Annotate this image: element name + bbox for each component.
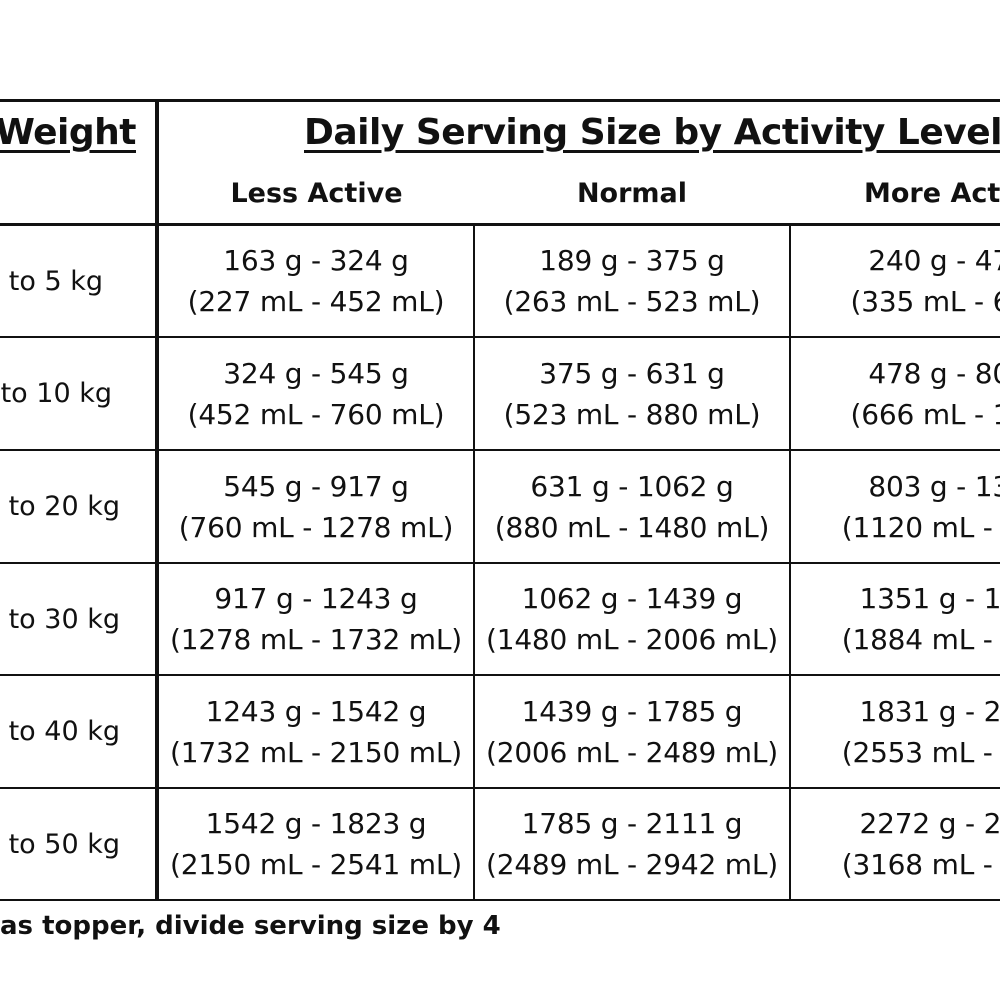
serving-cell: 1243 g - 1542 g (1732 mL - 2150 mL) xyxy=(159,676,473,787)
serving-cell: 1062 g - 1439 g (1480 mL - 2006 mL) xyxy=(475,564,789,674)
serving-grams: 1351 g - 183 xyxy=(859,582,1000,615)
serving-ml: (263 mL - 523 mL) xyxy=(503,285,761,318)
serving-grams: 2272 g - 268 xyxy=(859,807,1000,840)
weight-column-title: Weight xyxy=(0,112,136,153)
serving-cell: 2272 g - 268 (3168 mL - 374 xyxy=(791,789,1000,899)
row-divider xyxy=(0,336,1000,338)
table-top-border xyxy=(0,99,1000,102)
serving-grams: 240 g - 478 xyxy=(868,244,1000,277)
serving-grams: 631 g - 1062 g xyxy=(530,469,734,503)
table-bottom-border xyxy=(0,899,1000,901)
serving-cell: 1439 g - 1785 g (2006 mL - 2489 mL) xyxy=(475,676,789,787)
serving-grams: 1831 g - 227 xyxy=(859,694,1000,728)
weight-cell: to 10 kg xyxy=(0,378,112,409)
serving-grams: 1785 g - 2111 g xyxy=(521,807,743,840)
serving-ml: (452 mL - 760 mL) xyxy=(187,397,445,431)
serving-ml: (2006 mL - 2489 mL) xyxy=(485,735,779,769)
serving-grams: 324 g - 545 g xyxy=(223,356,409,390)
row-divider xyxy=(0,787,1000,789)
column-divider xyxy=(789,224,791,901)
serving-grams: 375 g - 631 g xyxy=(539,356,725,390)
serving-ml: (1278 mL - 1732 mL) xyxy=(169,623,463,656)
serving-cell: 917 g - 1243 g (1278 mL - 1732 mL) xyxy=(159,564,473,674)
weight-cell: g to 20 kg xyxy=(0,491,120,522)
weight-cell: g to 40 kg xyxy=(0,716,120,747)
serving-grams: 1542 g - 1823 g xyxy=(205,807,427,840)
serving-ml: (227 mL - 452 mL) xyxy=(187,285,445,318)
row-divider xyxy=(0,449,1000,451)
serving-size-title: Daily Serving Size by Activity Level xyxy=(304,112,1000,153)
serving-cell: 631 g - 1062 g (880 mL - 1480 mL) xyxy=(475,451,789,562)
serving-ml: (335 mL - 666 xyxy=(850,285,1000,318)
serving-grams: 1439 g - 1785 g xyxy=(521,694,743,728)
serving-cell: 1831 g - 227 (2553 mL - 316 xyxy=(791,676,1000,787)
weight-cell: g to 5 kg xyxy=(0,265,103,297)
serving-grams: 478 g - 803 xyxy=(868,356,1000,390)
serving-ml: (1480 mL - 2006 mL) xyxy=(485,623,779,656)
serving-ml: (1732 mL - 2150 mL) xyxy=(169,735,463,769)
weight-column-divider xyxy=(155,99,159,901)
serving-grams: 1062 g - 1439 g xyxy=(521,582,743,615)
row-divider xyxy=(0,674,1000,676)
serving-cell: 240 g - 478 (335 mL - 666 xyxy=(791,226,1000,336)
serving-grams: 545 g - 917 g xyxy=(223,469,409,503)
serving-ml: (1884 mL - 255 xyxy=(841,623,1000,656)
serving-cell: 478 g - 803 (666 mL - 112 xyxy=(791,338,1000,449)
serving-cell: 189 g - 375 g (263 mL - 523 mL) xyxy=(475,226,789,336)
serving-grams: 803 g - 135 xyxy=(868,469,1000,503)
serving-ml: (523 mL - 880 mL) xyxy=(503,397,761,431)
serving-cell: 1542 g - 1823 g (2150 mL - 2541 mL) xyxy=(159,789,473,899)
serving-ml: (2150 mL - 2541 mL) xyxy=(169,848,463,881)
serving-grams: 917 g - 1243 g xyxy=(214,582,418,615)
weight-cell: g to 50 kg xyxy=(0,828,120,860)
weight-cell: g to 30 kg xyxy=(0,603,120,635)
serving-ml: (2489 mL - 2942 mL) xyxy=(485,848,779,881)
serving-grams: 1243 g - 1542 g xyxy=(205,694,427,728)
serving-grams: 189 g - 375 g xyxy=(539,244,725,277)
column-header-less-active: Less Active xyxy=(230,178,403,209)
serving-ml: (760 mL - 1278 mL) xyxy=(178,510,454,544)
serving-ml: (880 mL - 1480 mL) xyxy=(494,510,770,544)
serving-ml: (3168 mL - 374 xyxy=(841,848,1000,881)
column-divider xyxy=(473,224,475,901)
serving-cell: 803 g - 135 (1120 mL - 188 xyxy=(791,451,1000,562)
serving-cell: 375 g - 631 g (523 mL - 880 mL) xyxy=(475,338,789,449)
serving-cell: 1351 g - 183 (1884 mL - 255 xyxy=(791,564,1000,674)
serving-cell: 163 g - 324 g (227 mL - 452 mL) xyxy=(159,226,473,336)
serving-cell: 1785 g - 2111 g (2489 mL - 2942 mL) xyxy=(475,789,789,899)
column-header-more-active: More Acti xyxy=(864,178,1000,209)
footnote: as topper, divide serving size by 4 xyxy=(0,911,501,941)
serving-grams: 163 g - 324 g xyxy=(223,244,409,277)
column-header-normal: Normal xyxy=(576,178,688,209)
serving-ml: (2553 mL - 316 xyxy=(841,735,1000,769)
serving-ml: (1120 mL - 188 xyxy=(841,510,1000,544)
serving-ml: (666 mL - 112 xyxy=(850,397,1000,431)
row-divider xyxy=(0,562,1000,564)
serving-cell: 545 g - 917 g (760 mL - 1278 mL) xyxy=(159,451,473,562)
serving-cell: 324 g - 545 g (452 mL - 760 mL) xyxy=(159,338,473,449)
header-bottom-border xyxy=(0,223,1000,226)
